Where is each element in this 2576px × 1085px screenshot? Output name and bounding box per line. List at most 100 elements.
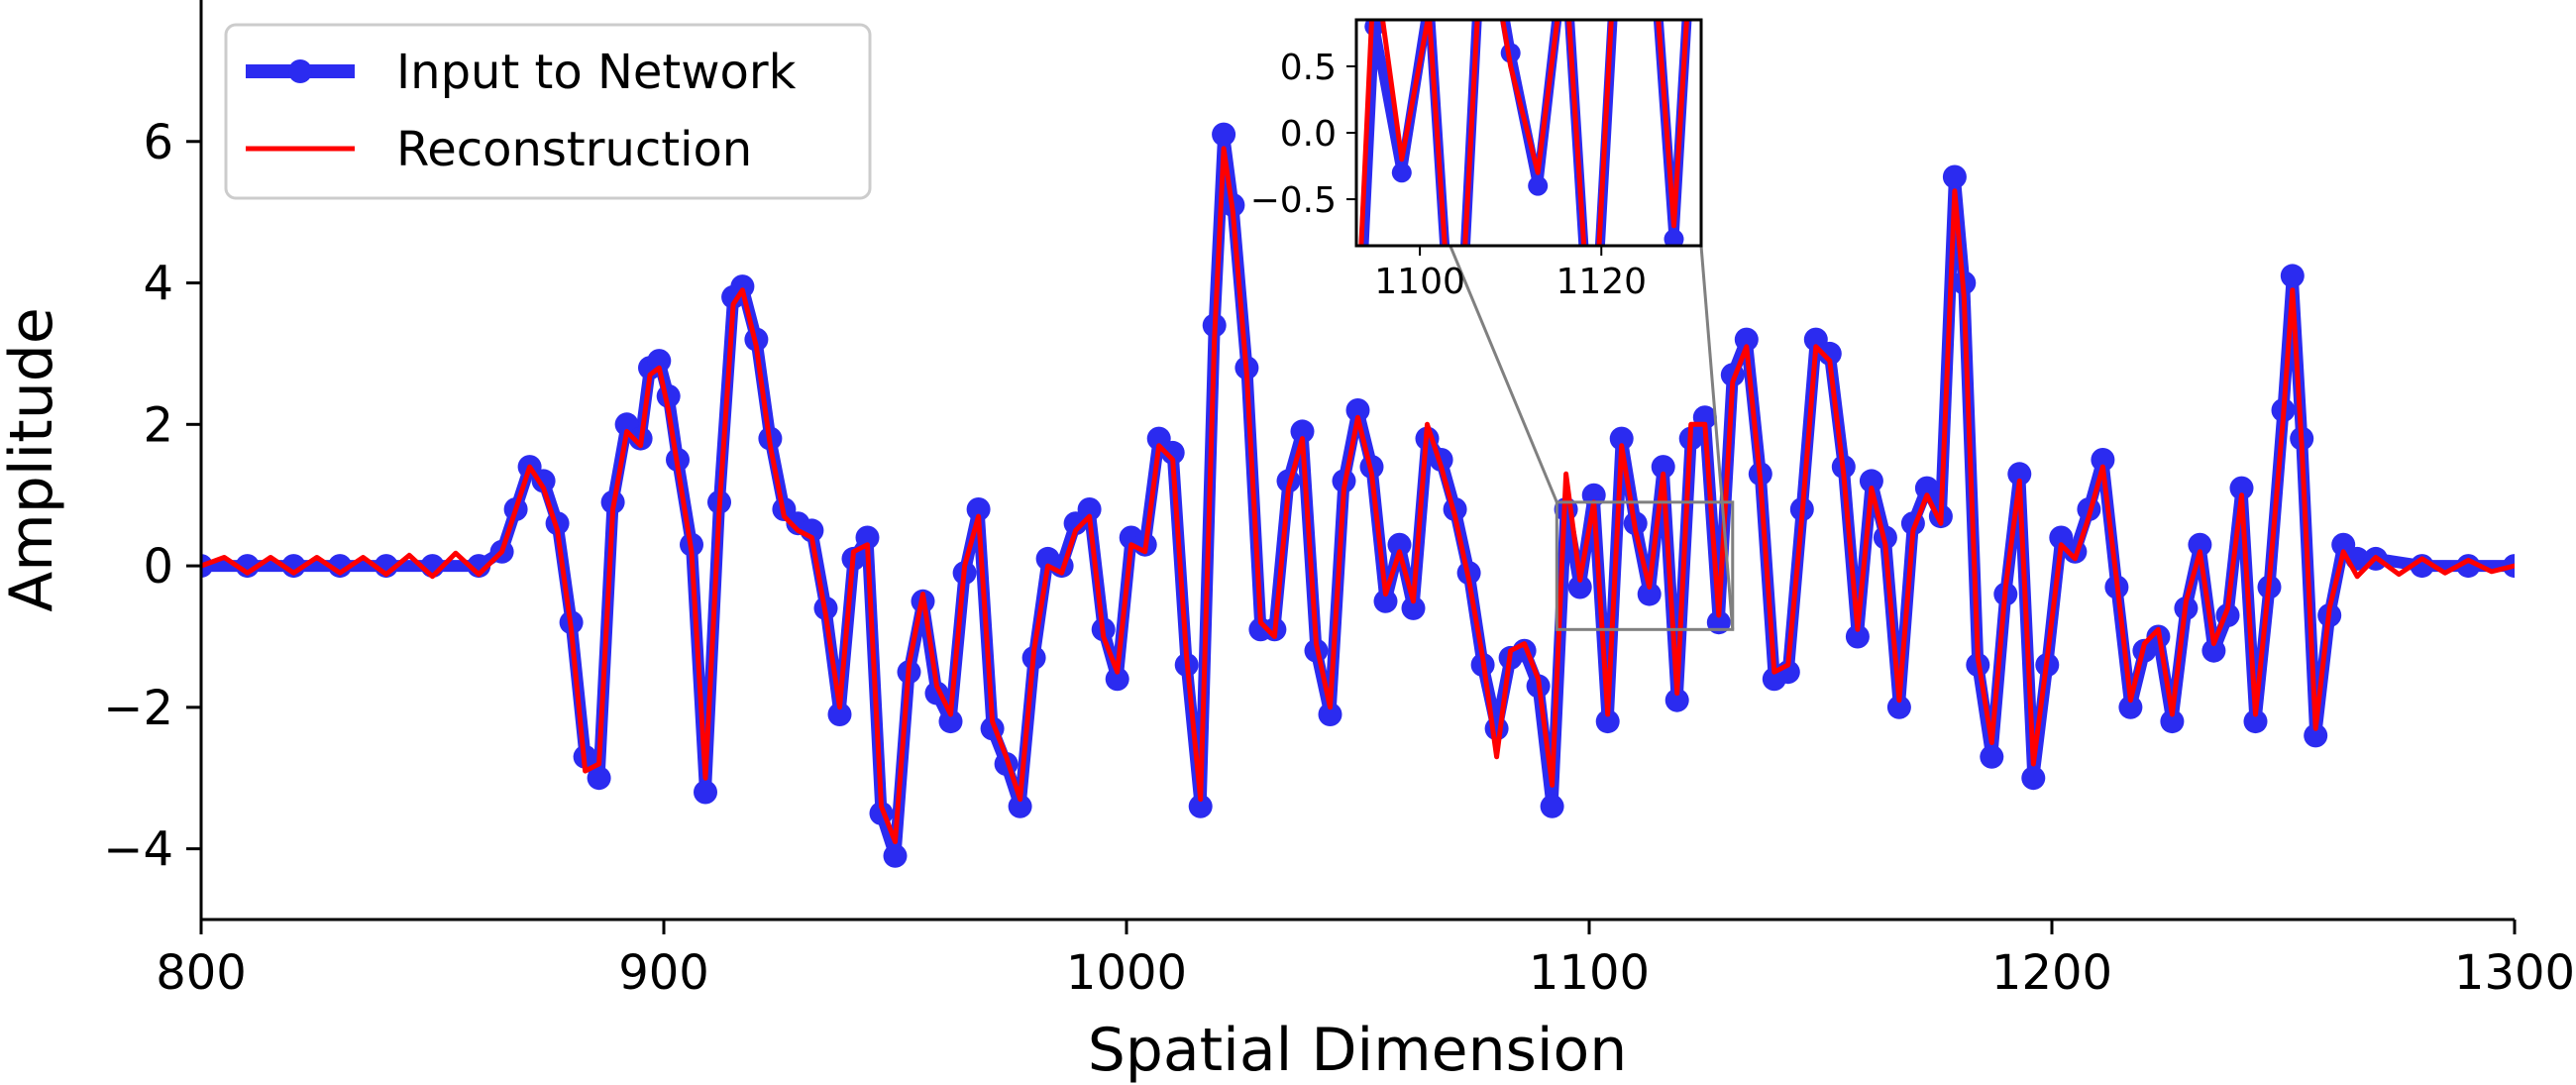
input-series-point (694, 780, 717, 805)
input-series-point (1387, 532, 1412, 557)
input-series-point (2456, 554, 2481, 579)
input-series-point (647, 349, 672, 374)
main-plot-area: 800 900 1000 1100 1200 1300 −4 −2 0 2 4 6 (103, 0, 2575, 1001)
input-series-point (1664, 688, 1689, 712)
input-series-point (1567, 575, 1592, 599)
input-series-point (966, 497, 991, 521)
input-series-point (1160, 440, 1185, 465)
inset-input-series-point (1310, 349, 1330, 369)
input-series-point (1734, 327, 1759, 352)
inset-plot: 1100 1120 0.5 0.0 −0.5 (0, 0, 2573, 688)
input-series-point (1345, 398, 1370, 422)
input-series-point (1008, 794, 1032, 818)
input-series-point (587, 766, 611, 791)
inset-input-series-point (267, 495, 286, 515)
input-series-point (2091, 448, 2115, 472)
zoom-region-box (1555, 500, 1735, 631)
inset-input-series-point (49, 668, 68, 688)
legend-label-reconstruction: Reconstruction (396, 122, 752, 177)
y-tick-label: −4 (103, 822, 173, 878)
inset-input-series-point (648, 575, 668, 595)
x-ticks: 800 900 1000 1100 1200 1300 (156, 920, 2575, 1001)
inset-input-series-point (1255, 295, 1275, 315)
inset-input-series-point (2018, 388, 2038, 408)
y-tick-label: 2 (143, 397, 173, 453)
input-series-point (1188, 794, 1213, 818)
input-series-point (2118, 695, 2143, 719)
input-series-point (1105, 667, 1129, 692)
input-series-point (1845, 624, 1870, 649)
inset-input-series-point (1772, 336, 1792, 356)
inset-input-series-point (793, 243, 812, 263)
inset-input-series-point (458, 243, 478, 263)
input-series-point (1942, 164, 1967, 189)
inset-input-series-point (1990, 69, 2010, 89)
input-series-point (1290, 419, 1315, 444)
input-series-point (1318, 703, 1342, 726)
inset-series-layer (0, 0, 2573, 688)
input-series-point (2280, 264, 2305, 288)
input-series-point (1212, 122, 1236, 147)
inset-input-series-point (2499, 282, 2519, 302)
legend-label-input: Input to Network (396, 45, 797, 100)
input-series-point (1817, 341, 1842, 366)
input-series-point (1609, 426, 1634, 451)
zoom-connector-right (1699, 245, 1735, 630)
inset-input-series-point (2281, 521, 2301, 541)
inset-x-tick-label: 1120 (1556, 262, 1647, 302)
inset-input-series-point (1038, 83, 1058, 103)
inset-input-series-point (2226, 176, 2246, 196)
input-series-point (1373, 589, 1398, 613)
inset-input-series-point (103, 189, 123, 209)
inset-input-series-point (1011, 189, 1030, 209)
input-series-point (827, 703, 852, 726)
inset-y-tick-label: 0.5 (1280, 48, 1337, 88)
inset-input-series-point (620, 309, 640, 329)
inset-input-series-point (1664, 229, 1684, 246)
inset-input-series-point (2553, 415, 2573, 435)
input-series-point (1637, 582, 1662, 606)
input-series-point (730, 274, 755, 299)
inset-input-series-point (1582, 376, 1602, 395)
x-axis-title: Spatial Dimension (1088, 1016, 1628, 1085)
inset-y-tick-label: −0.5 (1250, 180, 1337, 221)
input-series-point (1484, 716, 1509, 741)
input-series-point (2229, 476, 2254, 500)
inset-input-series-point (902, 402, 921, 422)
inset-input-series-point (2099, 30, 2119, 50)
input-series-point (2021, 766, 2046, 791)
input-series-point (1540, 794, 1564, 818)
input-series-point (2160, 709, 2185, 734)
inset-y-tick-label: 0.0 (1280, 114, 1337, 155)
x-tick-label: 1300 (2454, 945, 2575, 1001)
x-tick-label: 1000 (1066, 945, 1187, 1001)
inset-input-series-point (1419, 0, 1439, 10)
legend: Input to Network Reconstruction (224, 23, 872, 200)
inset-input-series-point (2172, 309, 2192, 329)
inset-x-tick-label: 1100 (1374, 262, 1465, 302)
input-series-point (1980, 744, 2004, 769)
inset-input-series-point (484, 336, 504, 356)
input-series-point (1595, 709, 1620, 734)
legend-marker-input (288, 59, 312, 83)
input-series-point (1077, 497, 1102, 521)
inset-input-series-point (131, 362, 151, 381)
inset-input-series-point (1147, 17, 1167, 37)
inset-input-series-point (1283, 282, 1303, 302)
inset-y-ticks: 0.5 0.0 −0.5 (1250, 48, 1356, 221)
y-tick-label: −2 (103, 681, 173, 736)
input-series-point (2304, 723, 2328, 748)
inset-input-series-point (0, 69, 15, 89)
input-series-point (1859, 469, 1883, 493)
inset-x-ticks: 1100 1120 (1374, 246, 1647, 302)
inset-input-series-point (875, 282, 895, 302)
input-series-point (2007, 462, 2032, 487)
x-tick-label: 1100 (1529, 945, 1650, 1001)
main-series-layer (201, 122, 2515, 868)
input-series-point (1651, 455, 1675, 480)
inset-input-series-point (321, 295, 341, 315)
input-series-point (1886, 695, 1911, 719)
inset-input-series-point (1827, 17, 1847, 37)
inset-input-series-point (1447, 415, 1466, 435)
